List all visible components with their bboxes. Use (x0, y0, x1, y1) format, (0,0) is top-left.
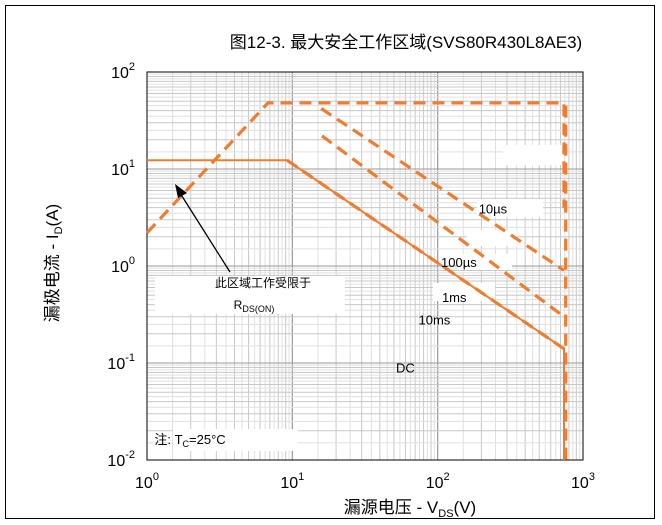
label-background (467, 230, 517, 246)
series-labels: 10µs 100µs 1ms 10ms DC (396, 202, 508, 376)
series-line (320, 107, 565, 272)
series-label: 10µs (479, 202, 508, 217)
rdson-limit-text: 此区域工作受限于 (215, 276, 311, 290)
chart-frame (5, 5, 655, 519)
axis-ticks: 100 101 102 103 102 101 100 10-1 10-2 (107, 61, 595, 492)
series-line (147, 159, 565, 460)
label-background (477, 199, 543, 217)
x-tick-label: 102 (426, 471, 450, 492)
series-line (145, 101, 566, 234)
annotation-backgrounds (155, 145, 561, 451)
series-label: 10ms (419, 313, 451, 328)
grid (146, 71, 584, 461)
x-tick-label: 101 (280, 471, 304, 492)
arrow-head (175, 184, 187, 198)
y-tick-label: 10-1 (107, 352, 135, 373)
temperature-note: 注: TC=25°C (154, 432, 225, 449)
label-background (155, 276, 345, 314)
series-line (321, 134, 565, 318)
chart-title: 图12-3. 最大安全工作区域(SVS80R430L8AE3) (230, 33, 582, 52)
x-axis-label: 漏源电压 - VDS(V) (344, 498, 476, 520)
label-background (503, 145, 561, 165)
series-label: 1ms (442, 290, 467, 305)
y-tick-label: 102 (111, 61, 135, 82)
series-layer (145, 101, 568, 460)
y-tick-label: 10-2 (107, 449, 135, 470)
label-background (433, 283, 495, 301)
series-label: DC (396, 360, 415, 375)
y-tick-label: 101 (111, 158, 135, 179)
series-label: 100µs (441, 255, 477, 270)
x-tick-label: 103 (571, 471, 595, 492)
y-axis-label: 漏极电流 - ID(A) (43, 204, 65, 322)
plot-area (146, 71, 584, 461)
label-background (173, 429, 298, 451)
arrow (175, 184, 231, 273)
rdson-label: RDS(ON) (234, 298, 275, 314)
x-tick-label: 100 (135, 471, 159, 492)
arrow-line (179, 192, 231, 273)
y-tick-label: 100 (111, 255, 135, 276)
